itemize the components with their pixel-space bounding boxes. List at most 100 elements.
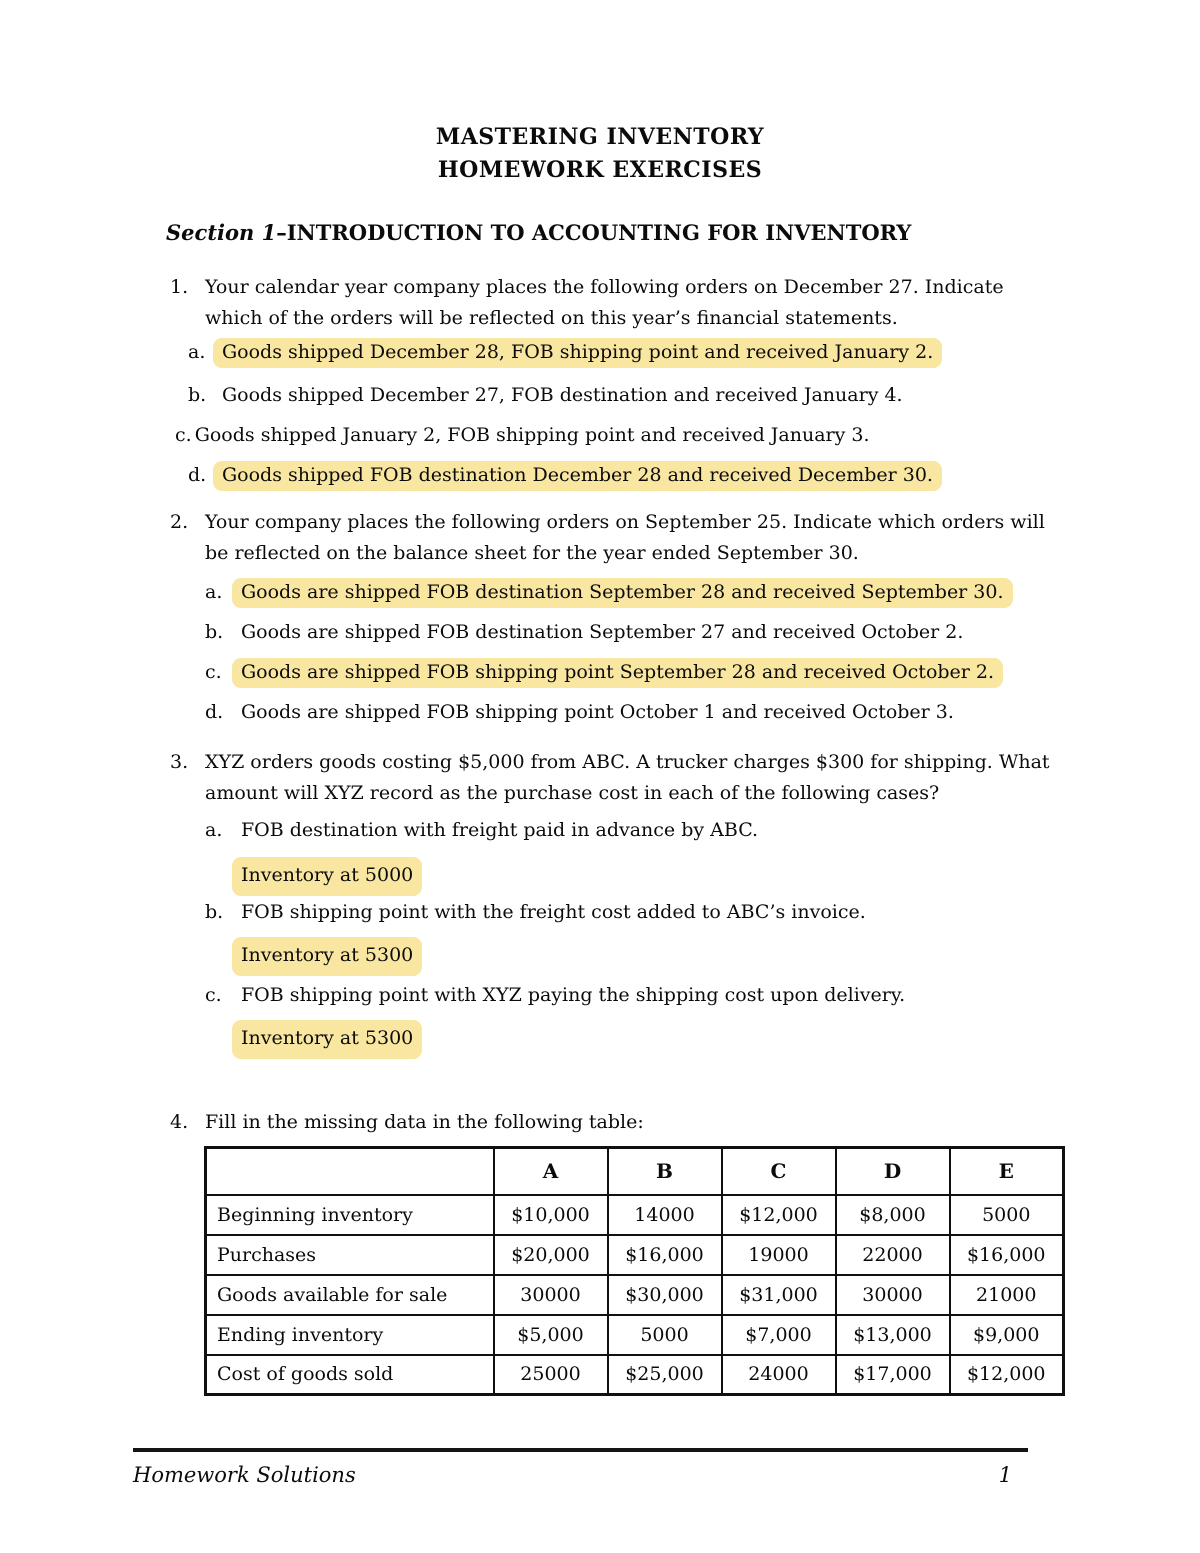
item-1c: c. Goods shipped January 2, FOB shipping… xyxy=(175,420,1060,451)
item-marker: c. xyxy=(175,424,192,446)
item-marker: a. xyxy=(188,341,206,363)
table-cell: 30000 xyxy=(834,1273,951,1316)
table-header-cell: E xyxy=(948,1146,1065,1196)
item-2d: d. Goods are shipped FOB shipping point … xyxy=(205,697,1060,728)
highlighted-answer-text: Inventory at 5300 xyxy=(232,937,423,976)
item-text: FOB destination with freight paid in adv… xyxy=(241,819,759,841)
item-text: Goods shipped January 2, FOB shipping po… xyxy=(194,424,870,446)
item-text: FOB shipping point with XYZ paying the s… xyxy=(241,984,906,1006)
answer-3a: Inventory at 5000 xyxy=(232,857,841,896)
item-1a: a. Goods shipped December 28, FOB shippi… xyxy=(188,337,1060,368)
highlighted-answer-text: Inventory at 5300 xyxy=(232,1020,423,1059)
item-1b: b. Goods shipped December 27, FOB destin… xyxy=(188,380,1060,411)
row-label: Goods available for sale xyxy=(204,1273,495,1316)
item-marker: c. xyxy=(205,661,222,683)
table-cell: $16,000 xyxy=(606,1233,723,1276)
table-cell: $16,000 xyxy=(948,1233,1065,1276)
highlighted-item-text: Goods shipped December 28, FOB shipping … xyxy=(213,338,943,368)
item-marker: b. xyxy=(205,901,224,923)
row-label: Cost of goods sold xyxy=(204,1353,495,1396)
item-text: Goods are shipped FOB destination Septem… xyxy=(241,621,964,643)
page-number: 1 xyxy=(998,1463,1012,1487)
item-3c: c. FOB shipping point with XYZ paying th… xyxy=(205,980,1060,1011)
section-heading-label: Section 1 xyxy=(166,220,277,245)
section-heading: Section 1–INTRODUCTION TO ACCOUNTING FOR… xyxy=(166,217,1126,248)
table-cell: 24000 xyxy=(720,1353,837,1396)
table-cell: 30000 xyxy=(492,1273,609,1316)
doc-title-line1: MASTERING INVENTORY xyxy=(435,124,765,150)
document-title: MASTERING INVENTORY HOMEWORK EXERCISES xyxy=(0,121,1200,187)
table-cell: $31,000 xyxy=(720,1273,837,1316)
item-2c: c. Goods are shipped FOB shipping point … xyxy=(205,657,1060,688)
table-row: Cost of goods sold 25000 $25,000 24000 $… xyxy=(204,1353,1065,1396)
highlighted-answer-text: Inventory at 5000 xyxy=(232,857,423,896)
table-header-cell: A xyxy=(492,1146,609,1196)
row-label: Ending inventory xyxy=(204,1313,495,1356)
table-cell: 5000 xyxy=(948,1193,1065,1236)
question-number: 2. xyxy=(170,511,189,533)
question-number: 1. xyxy=(170,276,189,298)
item-marker: c. xyxy=(205,984,222,1006)
question-text: Your calendar year company places the fo… xyxy=(205,276,1004,329)
question-text: XYZ orders goods costing $5,000 from ABC… xyxy=(205,751,1050,804)
table-cell: $10,000 xyxy=(492,1193,609,1236)
table-cell: 14000 xyxy=(606,1193,723,1236)
question-4: 4. Fill in the missing data in the follo… xyxy=(170,1107,1062,1138)
item-marker: b. xyxy=(188,384,207,406)
table-cell: 22000 xyxy=(834,1233,951,1276)
answer-3c: Inventory at 5300 xyxy=(232,1020,841,1059)
item-2a: a. Goods are shipped FOB destination Sep… xyxy=(205,577,1060,608)
item-text: Goods shipped December 27, FOB destinati… xyxy=(222,384,903,406)
table-cell: 21000 xyxy=(948,1273,1065,1316)
table-header-cell: C xyxy=(720,1146,837,1196)
row-label: Beginning inventory xyxy=(204,1193,495,1236)
table-cell: $12,000 xyxy=(948,1353,1065,1396)
item-text: FOB shipping point with the freight cost… xyxy=(241,901,866,923)
table-header-row: A B C D E xyxy=(204,1146,1065,1196)
question-1: 1. Your calendar year company places the… xyxy=(170,272,1062,334)
table-cell: $5,000 xyxy=(492,1313,609,1356)
table-cell: $9,000 xyxy=(948,1313,1065,1356)
item-marker: d. xyxy=(188,464,207,486)
table-cell: 19000 xyxy=(720,1233,837,1276)
footer-title: Homework Solutions xyxy=(133,1463,356,1487)
table-header-cell xyxy=(204,1146,495,1196)
question-3: 3. XYZ orders goods costing $5,000 from … xyxy=(170,747,1062,809)
item-marker: b. xyxy=(205,621,224,643)
table-row: Goods available for sale 30000 $30,000 $… xyxy=(204,1273,1065,1316)
table-cell: 5000 xyxy=(606,1313,723,1356)
table-cell: $7,000 xyxy=(720,1313,837,1356)
item-marker: a. xyxy=(205,819,223,841)
item-2b: b. Goods are shipped FOB destination Sep… xyxy=(205,617,1060,648)
table-cell: $12,000 xyxy=(720,1193,837,1236)
item-3a: a. FOB destination with freight paid in … xyxy=(205,815,1060,846)
table-header-cell: D xyxy=(834,1146,951,1196)
table-cell: $20,000 xyxy=(492,1233,609,1276)
inventory-table: A B C D E Beginning inventory $10,000 14… xyxy=(204,1146,1065,1396)
table-cell: $25,000 xyxy=(606,1353,723,1396)
highlighted-item-text: Goods are shipped FOB shipping point Sep… xyxy=(232,658,1004,688)
table-cell: 25000 xyxy=(492,1353,609,1396)
table-row: Beginning inventory $10,000 14000 $12,00… xyxy=(204,1193,1065,1236)
item-marker: d. xyxy=(205,701,224,723)
table-cell: $17,000 xyxy=(834,1353,951,1396)
item-marker: a. xyxy=(205,581,223,603)
item-3b: b. FOB shipping point with the freight c… xyxy=(205,897,1060,928)
question-text: Fill in the missing data in the followin… xyxy=(205,1111,644,1133)
question-text: Your company places the following orders… xyxy=(205,511,1045,564)
page-footer: Homework Solutions 1 xyxy=(133,1448,1028,1488)
answer-3b: Inventory at 5300 xyxy=(232,937,841,976)
row-label: Purchases xyxy=(204,1233,495,1276)
table-cell: $8,000 xyxy=(834,1193,951,1236)
table-row: Purchases $20,000 $16,000 19000 22000 $1… xyxy=(204,1233,1065,1276)
table-row: Ending inventory $5,000 5000 $7,000 $13,… xyxy=(204,1313,1065,1356)
table-cell: $13,000 xyxy=(834,1313,951,1356)
question-number: 4. xyxy=(170,1111,189,1133)
doc-title-line2: HOMEWORK EXERCISES xyxy=(437,157,763,183)
question-number: 3. xyxy=(170,751,189,773)
highlighted-item-text: Goods shipped FOB destination December 2… xyxy=(213,461,942,491)
question-2: 2. Your company places the following ord… xyxy=(170,507,1062,569)
highlighted-item-text: Goods are shipped FOB destination Septem… xyxy=(232,578,1013,608)
item-text: Goods are shipped FOB shipping point Oct… xyxy=(241,701,954,723)
